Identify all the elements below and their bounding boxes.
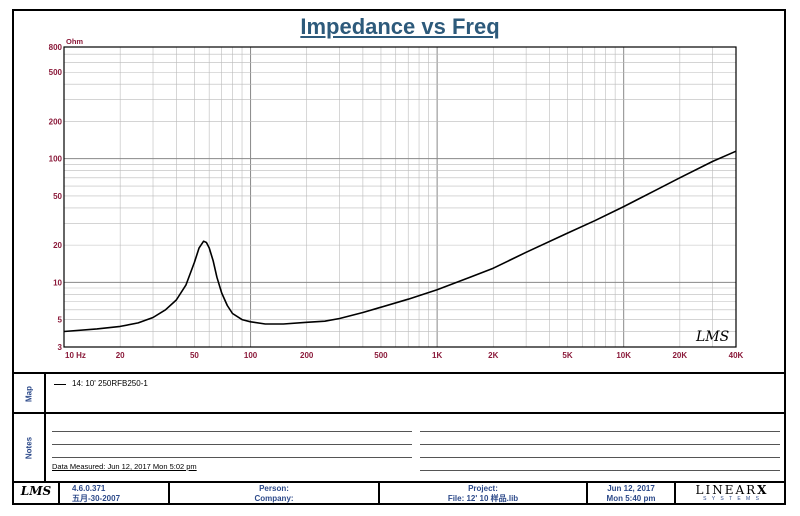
x-tick-label: 1K (432, 351, 442, 360)
x-tick-label: 10K (616, 351, 631, 360)
brand-sub: S Y S T E M S (703, 496, 761, 502)
x-tick-label: 10 Hz (65, 351, 86, 360)
y-tick-label: 800 (49, 43, 63, 52)
y-tick-label: 3 (58, 343, 63, 352)
x-tick-label: 5K (562, 351, 572, 360)
x-tick-label: 20K (672, 351, 687, 360)
notes-line (52, 444, 412, 445)
notes-label: Notes (24, 436, 34, 459)
x-tick-label: 2K (488, 351, 498, 360)
map-panel (14, 372, 786, 414)
x-tick-label: 200 (300, 351, 314, 360)
footer-version-cell: 4.6.0.371 五月-30-2007 (60, 483, 170, 505)
outer-frame (12, 9, 786, 505)
chart-title: Impedance vs Freq (300, 14, 500, 39)
notes-line (52, 457, 412, 458)
notes-panel (14, 412, 786, 482)
lms-watermark: LMS (695, 329, 729, 345)
notes-line (52, 431, 412, 432)
notes-line (420, 470, 780, 471)
map-legend-line (54, 384, 66, 385)
x-tick-label: 50 (190, 351, 199, 360)
file-label: File: 12' 10 样品.lib (447, 494, 519, 503)
measured-text: Data Measured: Jun 12, 2017 Mon 5:02 pm (52, 462, 197, 471)
x-tick-label: 40K (729, 351, 744, 360)
footer-bar: LMS 4.6.0.371 五月-30-2007 Person: Company… (14, 481, 786, 505)
notes-line (420, 444, 780, 445)
y-tick-label: 50 (53, 192, 62, 201)
notes-line (420, 431, 780, 432)
x-tick-label: 500 (374, 351, 388, 360)
y-tick-label: 100 (49, 155, 63, 164)
x-tick-label: 20 (116, 351, 125, 360)
y-tick-label: 200 (49, 117, 63, 126)
map-side-label: Map (14, 374, 46, 414)
brand-x: X (757, 483, 769, 497)
footer-logo-cell: LMS (14, 483, 60, 505)
footer-time: Mon 5:40 pm (606, 494, 656, 503)
x-tick-label: 100 (244, 351, 258, 360)
y-tick-label: 500 (49, 68, 63, 77)
y-tick-label: 5 (58, 316, 63, 325)
lms-logo: LMS (20, 484, 52, 498)
map-label: Map (24, 386, 34, 402)
footer-date: Jun 12, 2017 (607, 484, 655, 493)
project-label: Project: (468, 484, 498, 493)
notes-line (420, 457, 780, 458)
footer-date-cell: Jun 12, 2017 Mon 5:40 pm (588, 483, 676, 505)
y-tick-label: 20 (53, 241, 62, 250)
impedance-chart: 10 Hz 20 50 100 200 500 1K 2K 5K 10K 20K 40K 800 500 2… (49, 37, 744, 360)
linearx-logo: LINEARX S Y S T E M S (678, 484, 786, 503)
footer-project-cell: Project: File: 12' 10 样品.lib (380, 483, 588, 505)
y-tick-label: 10 (53, 278, 62, 287)
plot-border (63, 46, 737, 348)
impedance-series-line (63, 150, 737, 333)
company-label: Company: (254, 494, 294, 503)
version-text: 4.6.0.371 (72, 484, 106, 493)
person-label: Person: (259, 484, 289, 493)
map-legend-text: 14: 10' 250RFB250-1 (72, 379, 148, 388)
y-axis-label: Ohm (66, 37, 83, 46)
notes-side-label: Notes (14, 414, 46, 481)
footer-person-cell: Person: Company: (170, 483, 380, 505)
version-date: 五月-30-2007 (72, 494, 121, 503)
brand-text: LINEAR (695, 483, 758, 497)
